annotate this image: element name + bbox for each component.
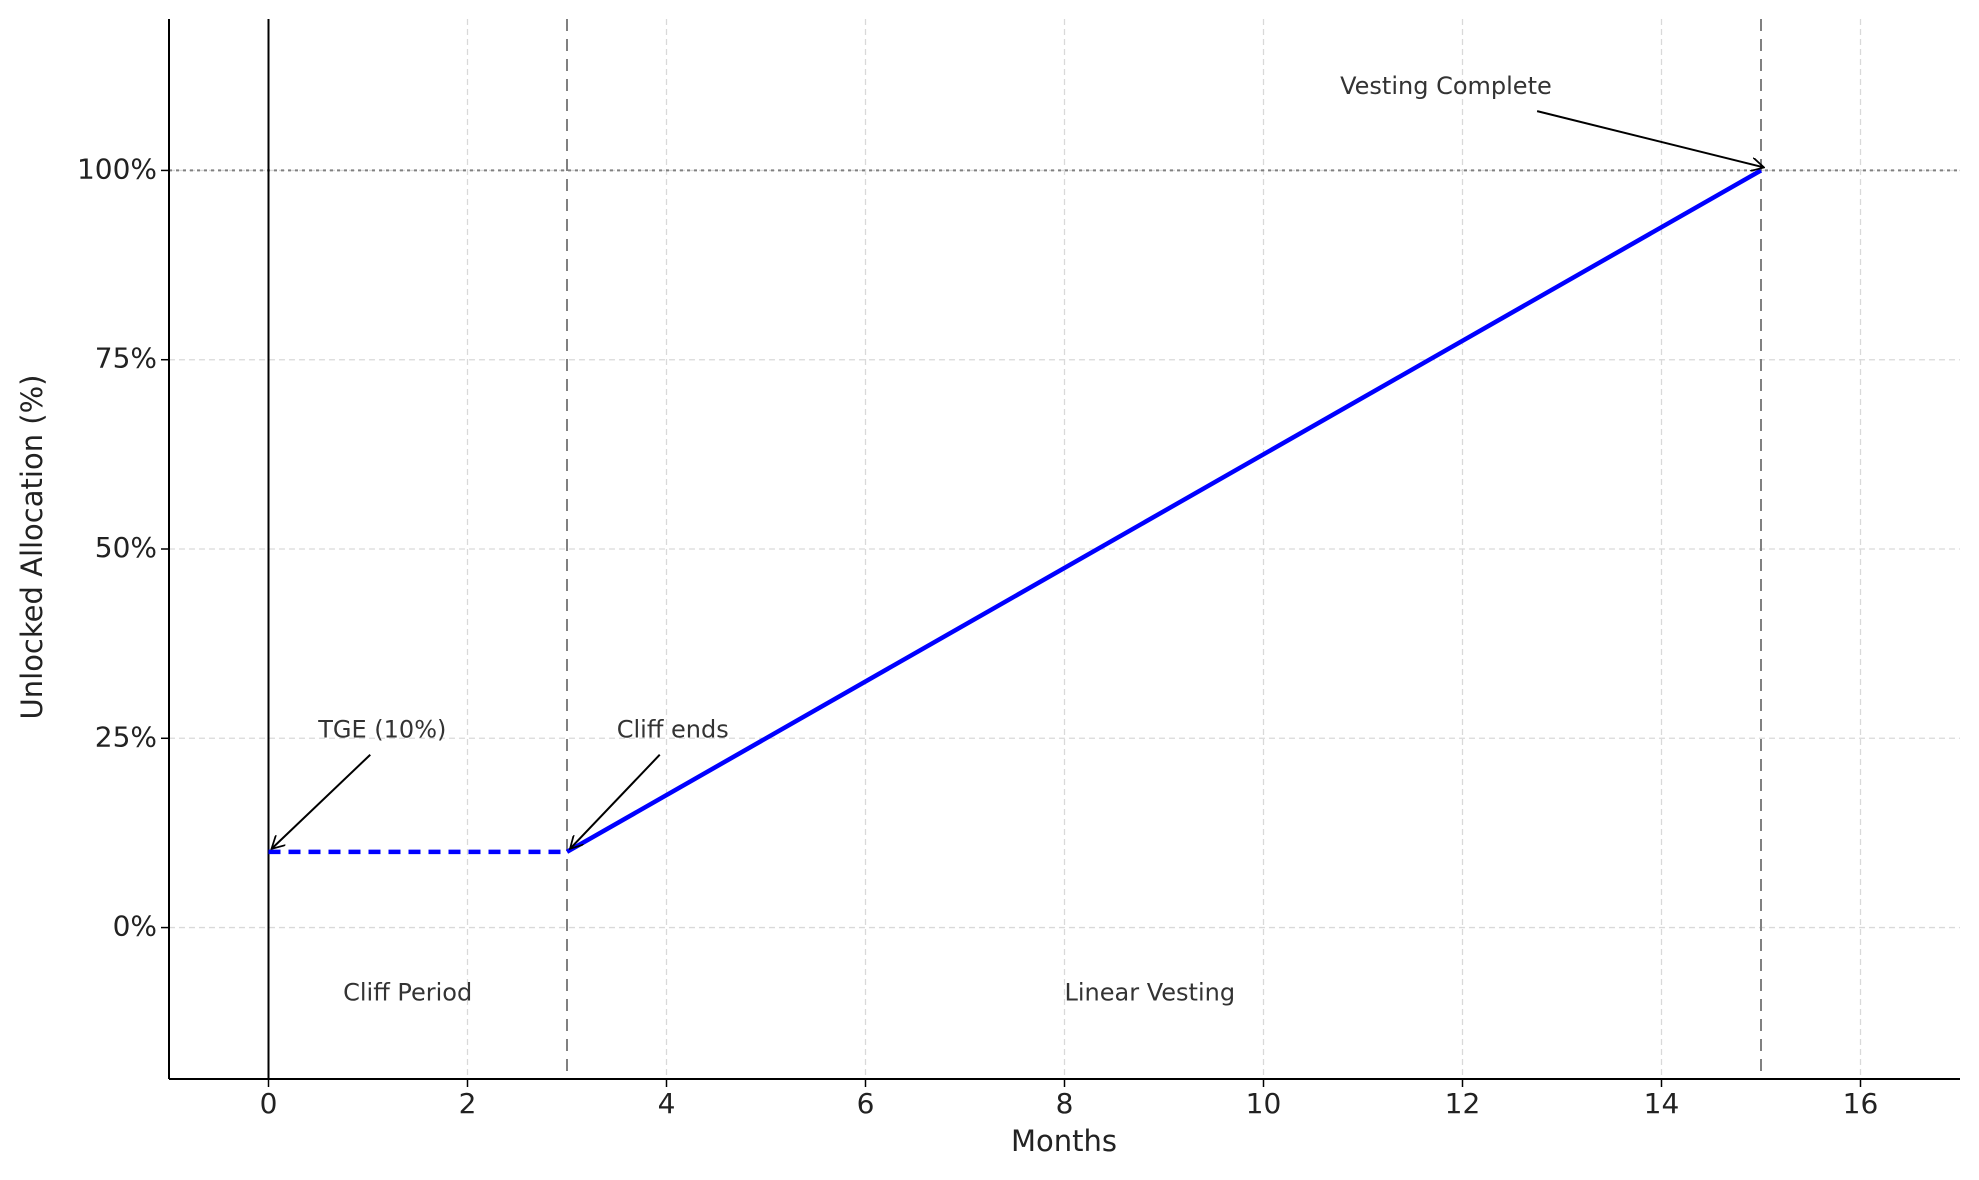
annotation: TGE (10%) bbox=[317, 716, 446, 744]
y-tick-label: 50% bbox=[95, 531, 157, 564]
x-tick-label: 4 bbox=[658, 1087, 676, 1120]
x-tick-label: 12 bbox=[1445, 1087, 1481, 1120]
x-tick-label: 0 bbox=[260, 1087, 278, 1120]
x-axis-label: Months bbox=[1011, 1124, 1117, 1158]
annotation: Cliff ends bbox=[617, 716, 729, 744]
annotation: Vesting Complete bbox=[1340, 72, 1552, 100]
x-tick-label: 10 bbox=[1246, 1087, 1282, 1120]
data-line bbox=[565, 168, 1763, 854]
x-tick-label: 8 bbox=[1056, 1087, 1074, 1120]
x-tick-label: 6 bbox=[857, 1087, 875, 1120]
annotation: Linear Vesting bbox=[1065, 978, 1236, 1006]
x-tick-label: 16 bbox=[1843, 1087, 1879, 1120]
y-tick-label: 0% bbox=[113, 910, 157, 943]
y-tick-label: 100% bbox=[77, 152, 157, 185]
annotation-arrow bbox=[272, 753, 371, 849]
annotation-arrow bbox=[570, 754, 661, 849]
annotation: Cliff Period bbox=[343, 978, 472, 1006]
y-axis-label: Unlocked Allocation (%) bbox=[15, 375, 49, 720]
x-tick-label: 2 bbox=[459, 1087, 477, 1120]
annotation-arrow bbox=[1536, 110, 1764, 167]
x-tick-label: 14 bbox=[1644, 1087, 1680, 1120]
y-tick-label: 75% bbox=[95, 342, 157, 375]
y-tick-label: 25% bbox=[95, 720, 157, 753]
